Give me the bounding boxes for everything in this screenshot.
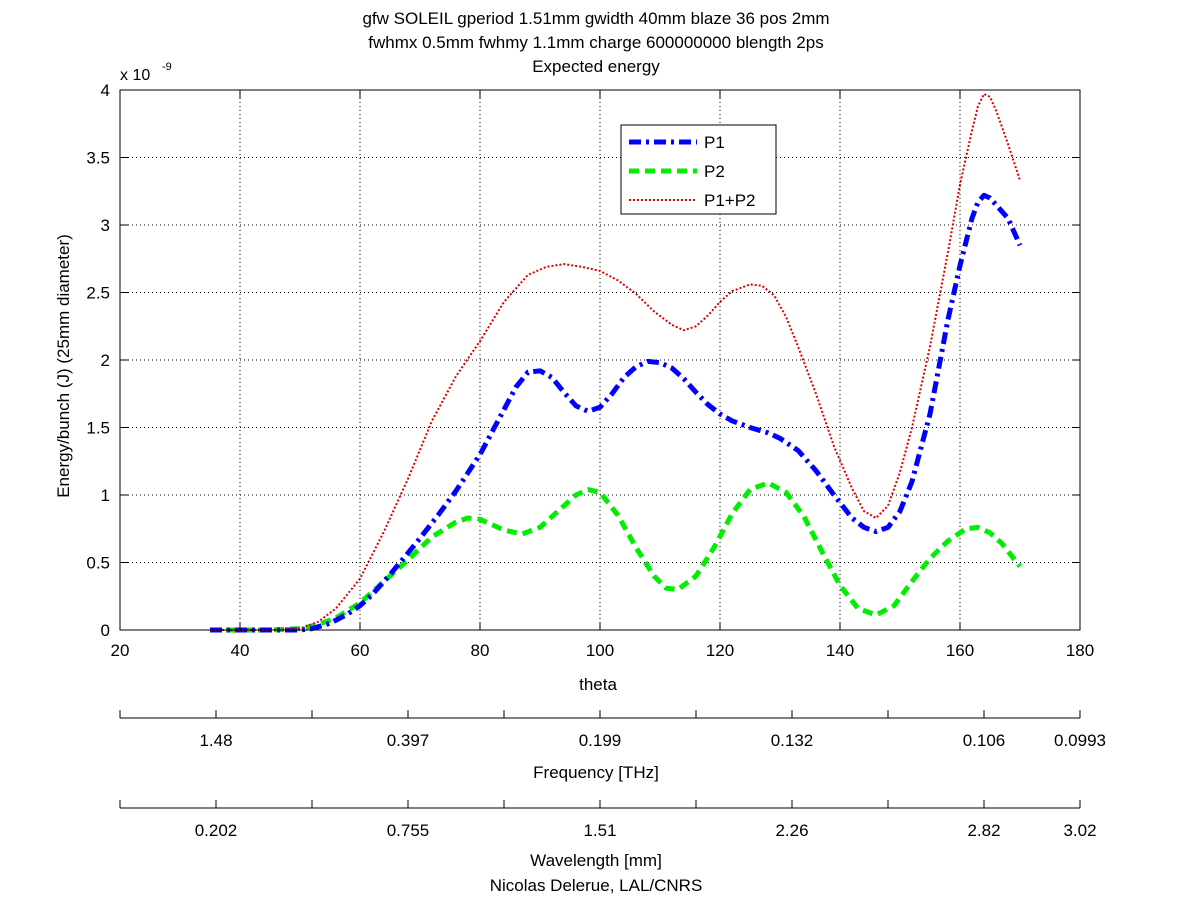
legend: P1 P2 P1+P2 — [620, 124, 777, 215]
legend-label-sum: P1+P2 — [704, 191, 756, 210]
series-line-p1 — [210, 192, 1023, 633]
legend-label-p2: P2 — [704, 162, 725, 181]
x-tick-label: 180 — [1066, 641, 1094, 660]
x-axis-label: theta — [579, 675, 617, 694]
frequency-axis-label: Frequency [THz] — [533, 763, 659, 782]
wavelength-tick-label: 0.202 — [195, 821, 238, 840]
frequency-tick-label: 0.132 — [771, 731, 814, 750]
frequency-axis-ticks: 1.48 0.397 0.199 0.132 0.106 0.0993 — [119, 710, 1106, 750]
y-tick-label: 2.5 — [86, 284, 110, 303]
y-tick-label: 3 — [101, 216, 110, 235]
x-tick-label: 160 — [946, 641, 974, 660]
wavelength-axis-label: Wavelength [mm] — [530, 851, 662, 870]
y-tick-label: 0 — [101, 621, 110, 640]
wavelength-axis-ticks: 0.202 0.755 1.51 2.26 2.82 3.02 — [119, 800, 1097, 840]
chart-title-line-2: fwhmx 0.5mm fwhmy 1.1mm charge 600000000… — [368, 33, 823, 52]
y-tick-label: 3.5 — [86, 149, 110, 168]
wavelength-tick-label: 0.755 — [387, 821, 430, 840]
x-tick-label: 80 — [471, 641, 490, 660]
frequency-tick-label: 0.397 — [387, 731, 430, 750]
x-tick-label: 100 — [586, 641, 614, 660]
credit-text: Nicolas Delerue, LAL/CNRS — [490, 876, 703, 895]
frequency-tick-label: 0.0993 — [1054, 731, 1106, 750]
frequency-tick-label: 1.48 — [199, 731, 232, 750]
x-tick-label: 40 — [231, 641, 250, 660]
series-line-p1-plus-p2 — [210, 93, 1021, 631]
y-tick-label: 1 — [101, 486, 110, 505]
series-group — [210, 93, 1023, 633]
wavelength-tick-label: 1.51 — [583, 821, 616, 840]
chart-title-line-3: Expected energy — [532, 57, 660, 76]
y-axis-ticks: 0 0.5 1 1.5 2 2.5 3 3.5 4 — [86, 81, 1080, 640]
x-tick-label: 60 — [351, 641, 370, 660]
y-tick-label: 0.5 — [86, 554, 110, 573]
grid-lines — [120, 90, 1080, 630]
x-tick-label: 140 — [826, 641, 854, 660]
x-axis-ticks: 20 40 60 80 100 120 140 160 180 — [111, 90, 1094, 660]
y-exponent-label: x 10 — [120, 67, 150, 84]
y-tick-label: 4 — [101, 81, 110, 100]
frequency-axis: 1.48 0.397 0.199 0.132 0.106 0.0993 Frequency… — [119, 710, 1106, 782]
wavelength-tick-label: 2.82 — [967, 821, 1000, 840]
y-tick-label: 2 — [101, 351, 110, 370]
frequency-tick-label: 0.106 — [963, 731, 1006, 750]
x-tick-label: 20 — [111, 641, 130, 660]
y-tick-label: 1.5 — [86, 419, 110, 438]
wavelength-axis: 0.202 0.755 1.51 2.26 2.82 3.02 Wavelength [m… — [119, 800, 1097, 870]
x-tick-label: 120 — [706, 641, 734, 660]
frequency-tick-label: 0.199 — [579, 731, 622, 750]
legend-label-p1: P1 — [704, 133, 725, 152]
wavelength-tick-label: 2.26 — [775, 821, 808, 840]
chart-title-line-1: gfw SOLEIL gperiod 1.51mm gwidth 40mm bl… — [362, 9, 829, 28]
wavelength-tick-label: 3.02 — [1063, 821, 1096, 840]
y-exponent-power: -9 — [162, 61, 172, 73]
y-axis-label: Energy/bunch (J) (25mm diameter) — [54, 234, 73, 498]
